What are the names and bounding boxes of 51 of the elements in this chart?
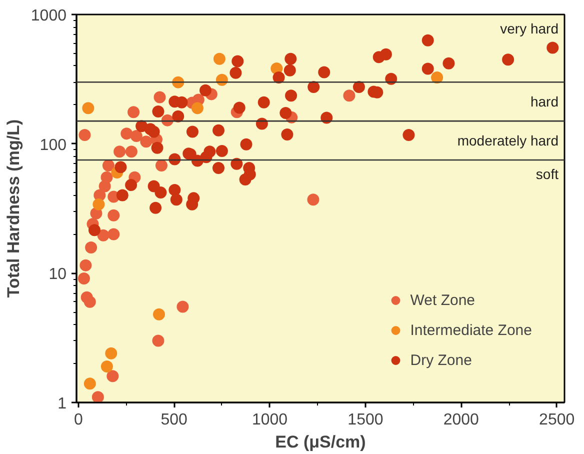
- point: [176, 300, 189, 313]
- point: [85, 241, 98, 254]
- point: [152, 334, 164, 347]
- x-tick-label: 1500: [348, 412, 384, 428]
- point: [307, 194, 320, 206]
- x-tick-label: 0: [74, 412, 83, 428]
- point: [98, 180, 111, 192]
- legend-label: Intermediate Zone: [410, 322, 532, 338]
- point: [80, 259, 92, 272]
- point: [130, 130, 142, 142]
- point: [431, 71, 444, 84]
- point: [154, 91, 166, 104]
- y-tick-label: 1: [58, 396, 67, 412]
- legend-label: Dry Zone: [410, 352, 472, 368]
- y-axis-title: Total Hardness (mg/L): [4, 119, 23, 298]
- point: [102, 160, 114, 172]
- point: [84, 378, 96, 390]
- legend-label: Wet Zone: [410, 292, 476, 308]
- point: [191, 102, 204, 114]
- x-tick-label: 500: [160, 412, 188, 428]
- x-tick-label: 1000: [252, 412, 288, 428]
- point: [152, 308, 165, 320]
- point: [125, 146, 138, 158]
- point: [78, 272, 90, 284]
- point: [128, 106, 140, 118]
- point: [213, 52, 226, 65]
- point: [84, 296, 96, 308]
- point: [155, 160, 168, 172]
- point: [120, 128, 133, 140]
- point: [106, 370, 119, 382]
- point: [78, 129, 91, 142]
- point: [140, 136, 152, 148]
- y-tick-label: 100: [40, 136, 67, 154]
- point: [108, 209, 120, 222]
- point: [92, 391, 104, 402]
- annotation: very hard: [500, 20, 558, 36]
- x-tick-label: 2000: [443, 412, 480, 428]
- point: [82, 102, 94, 114]
- point: [108, 228, 120, 240]
- x-tick-label: 2500: [539, 412, 575, 428]
- annotation: hard: [530, 94, 559, 110]
- point: [343, 90, 356, 102]
- point: [100, 360, 113, 372]
- point: [92, 198, 105, 210]
- point: [105, 347, 118, 360]
- annotation: moderately hard: [457, 132, 559, 149]
- annotation: soft: [536, 166, 559, 182]
- point: [114, 146, 126, 158]
- y-tick-label: 1000: [30, 8, 67, 24]
- x-axis-title: EC (μS/cm): [275, 432, 366, 452]
- y-tick-label: 10: [48, 266, 67, 284]
